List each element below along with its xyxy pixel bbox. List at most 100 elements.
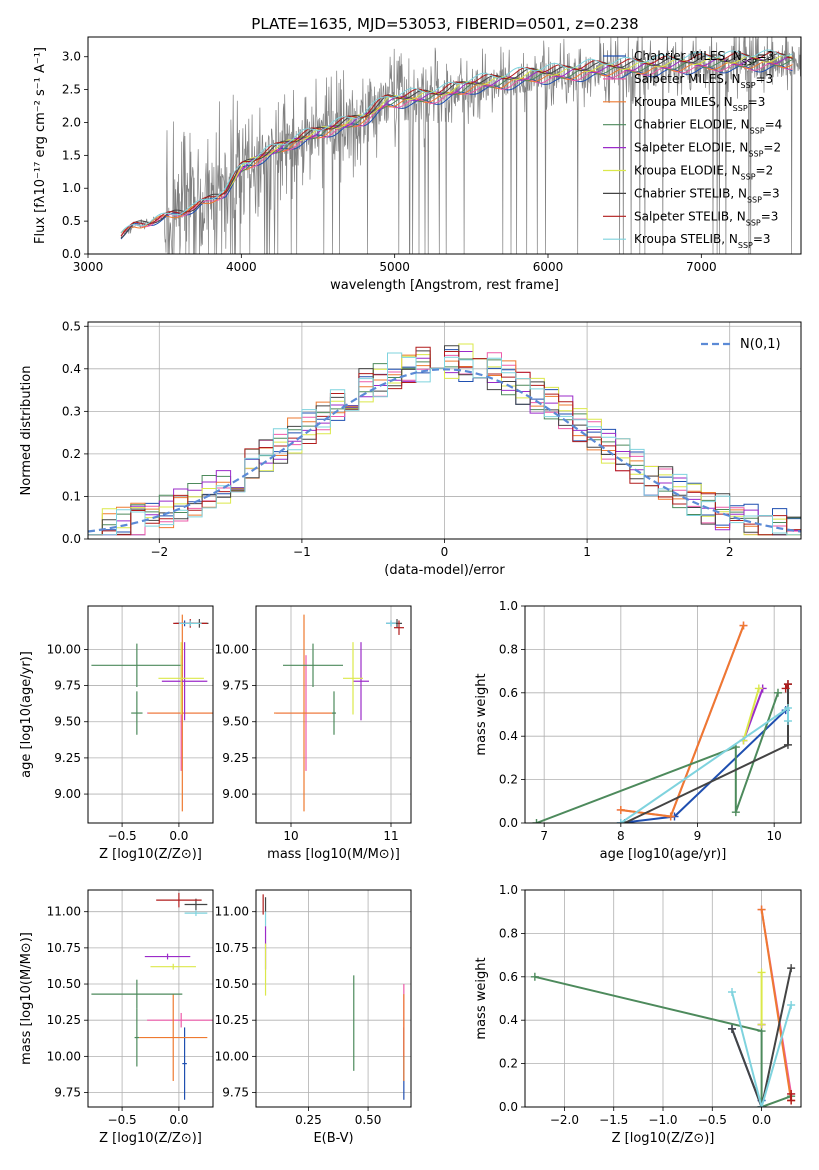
y-tick-label: 10.75 <box>47 941 81 955</box>
weight-point-marker <box>783 717 792 726</box>
x-tick-label: 7000 <box>686 260 717 274</box>
y-tick-label: 0.0 <box>62 247 81 261</box>
y-tick-label: 2.0 <box>62 115 81 129</box>
weight-point-marker <box>739 621 748 630</box>
legend-entry: Salpeter MILES, NSSP=3 <box>634 72 773 90</box>
legend-subscript: SSP <box>750 126 765 135</box>
legend-entry: Kroupa STELIB, NSSP=3 <box>634 232 771 250</box>
x-tick-label: 0.0 <box>169 1113 188 1127</box>
mass_vs_EBV-panel: 0.25 0.50 9.75 10.00 10.25 10.50 10.75 11.00 E(B… <box>215 889 412 1146</box>
y-tick-label: 10.50 <box>215 977 249 991</box>
x-tick-label: −0.5 <box>108 829 137 843</box>
y-axis-label: mass [log10(M/M⊙)] <box>19 932 34 1065</box>
x-tick-label: −2 <box>150 545 168 559</box>
y-tick-label: 10.00 <box>215 642 249 656</box>
y-axis-label: Normed distribution <box>19 366 34 496</box>
age_vs_mass-panel: 10 11 9.00 9.25 9.50 9.75 10.00 mass [log10(M/M… <box>215 605 412 862</box>
weight-point-marker <box>757 1020 766 1029</box>
weight-point-marker <box>774 688 782 697</box>
x-tick-label: 0.0 <box>752 1113 771 1127</box>
x-tick-label: 10 <box>767 829 782 843</box>
y-tick-label: 1.0 <box>499 883 518 897</box>
weight-point-marker <box>728 987 736 996</box>
weight-point-marker <box>787 964 796 973</box>
spectrum-plot-area <box>120 37 801 254</box>
residuals-panel: −2 −1 0 1 2 0.0 0.1 0.2 0.3 0.4 0.5 (data-model)/er… <box>19 319 802 578</box>
legend-subscript: SSP <box>747 195 762 204</box>
x-tick-label: −1.5 <box>599 1113 628 1127</box>
axes-frame <box>87 889 214 1108</box>
y-axis-label: mass weight <box>474 673 489 755</box>
x-tick-label: 1 <box>583 545 591 559</box>
weight-point-marker <box>783 740 792 749</box>
y-tick-label: 10.75 <box>215 941 249 955</box>
y-tick-label: 10.00 <box>215 1049 249 1063</box>
weight-point-marker <box>787 1001 796 1010</box>
axes-frame <box>87 36 802 255</box>
y-tick-label: 0.2 <box>499 1057 518 1071</box>
weight-point-marker <box>757 1103 766 1107</box>
y-tick-label: 9.50 <box>222 715 249 729</box>
weight-series-line <box>536 692 779 823</box>
legend-subscript: SSP <box>741 80 756 89</box>
y-tick-label: 11.00 <box>47 905 81 919</box>
y-tick-label: 0.4 <box>499 1013 518 1027</box>
legend-nssp: =3 <box>748 95 766 109</box>
spectrum-legend: Chabrier MILES, NSSP=3 Salpeter MILES, NS… <box>603 49 782 250</box>
observed-spectrum <box>120 37 801 254</box>
mass_vs_Z-panel: −0.5 0.0 9.75 10.00 10.25 10.50 10.75 11.00 Z [l… <box>19 889 214 1146</box>
legend-entry: Chabrier MILES, NSSP=3 <box>634 49 774 67</box>
weight-point-marker <box>754 684 763 693</box>
weight-point-marker <box>532 819 541 823</box>
y-tick-label: 1.5 <box>62 148 81 162</box>
legend-subscript: SSP <box>742 58 757 67</box>
y-tick-label: 0.4 <box>62 362 81 376</box>
residuals-plot-area <box>88 322 801 539</box>
y-tick-label: 0.5 <box>62 214 81 228</box>
y-tick-label: 0.0 <box>62 532 81 546</box>
legend-nssp: =2 <box>763 141 781 155</box>
x-tick-label: −1.0 <box>648 1113 677 1127</box>
weight-series-line <box>731 967 793 1107</box>
weight-point-marker <box>783 703 792 712</box>
weight-point-marker <box>757 905 766 914</box>
weight-point-marker <box>787 1096 796 1105</box>
y-tick-label: 1.0 <box>62 181 81 195</box>
y-tick-label: 0.0 <box>499 1100 518 1114</box>
y-tick-label: 10.25 <box>215 1013 249 1027</box>
y-tick-label: 9.25 <box>54 751 81 765</box>
x-tick-label: 3000 <box>73 260 104 274</box>
y-tick-label: 10.00 <box>47 1049 81 1063</box>
x-axis-label: (data-model)/error <box>384 563 505 578</box>
x-tick-label: 6000 <box>533 260 564 274</box>
weight_vs_age-plot-area <box>525 606 801 823</box>
legend-subscript: SSP <box>746 218 761 227</box>
model-spectrum-line <box>120 51 793 237</box>
y-tick-label: 2.5 <box>62 83 81 97</box>
axes-frame <box>255 605 412 824</box>
x-axis-label: mass [log10(M/M⊙)] <box>267 847 400 862</box>
y-tick-label: 10.50 <box>47 977 81 991</box>
legend-nssp: =2 <box>756 164 774 178</box>
weight-series-line <box>731 991 793 1107</box>
gaussian-legend-label: N(0,1) <box>740 337 781 352</box>
weight_vs_Z-plot-area <box>525 890 801 1107</box>
y-axis-label: Flux [fλ10⁻¹⁷ erg cm⁻² s⁻¹ A⁻¹] <box>33 47 48 244</box>
y-tick-label: 1.0 <box>499 599 518 613</box>
mass_vs_EBV-plot-area <box>256 890 411 1107</box>
y-tick-label: 10.25 <box>47 1013 81 1027</box>
x-tick-label: −0.5 <box>698 1113 727 1127</box>
x-axis-label: Z [log10(Z/Z⊙)] <box>99 1131 202 1146</box>
x-axis-label: Z [log10(Z/Z⊙)] <box>99 847 202 862</box>
x-axis-label: Z [log10(Z/Z⊙)] <box>612 1131 715 1146</box>
y-tick-label: 9.75 <box>54 1086 81 1100</box>
axes-frame <box>524 605 802 824</box>
legend-nssp: =3 <box>757 49 775 63</box>
y-tick-label: 10.00 <box>47 642 81 656</box>
legend-entry: Kroupa ELODIE, NSSP=2 <box>634 164 773 182</box>
x-tick-label: 2 <box>726 545 734 559</box>
weight-point-marker <box>530 972 539 981</box>
y-tick-label: 9.00 <box>222 787 249 801</box>
y-tick-label: 9.50 <box>54 715 81 729</box>
x-axis-label: wavelength [Angstrom, rest frame] <box>330 278 559 293</box>
